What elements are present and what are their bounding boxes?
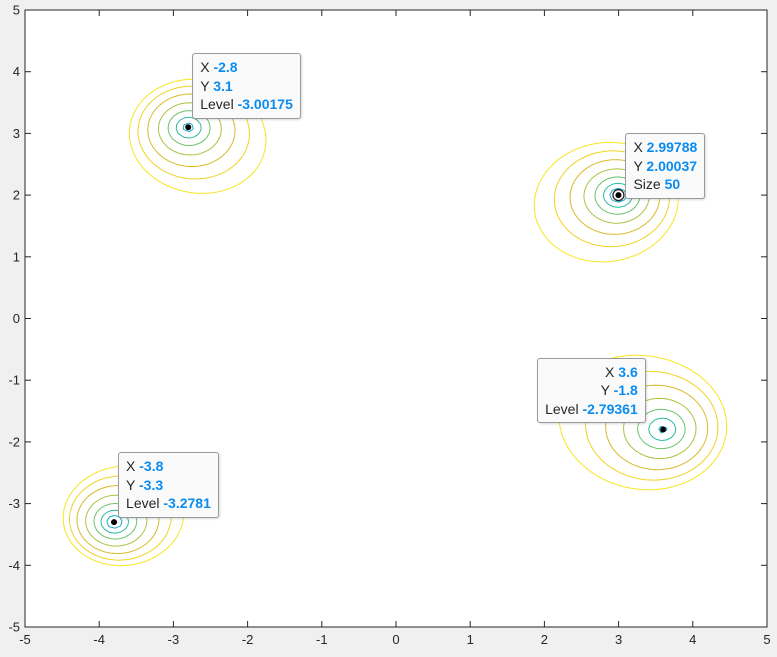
y-tick-label: 0 [13,311,20,326]
datatip-label: X [126,458,140,475]
datatip-value: -1.8 [613,382,638,399]
datatip-value: -2.8 [213,59,238,76]
datatip-row: Y -3.3 [126,476,211,495]
datatip-row: Y 3.1 [200,77,293,96]
datatip-value: 50 [664,176,681,193]
datatip-row: Level -3.2781 [126,494,211,513]
datatip-label: Y [126,476,140,493]
contour-level-4 [100,116,677,534]
x-tick-label: 0 [392,632,399,647]
x-tick-label: -4 [93,632,105,647]
datatip-row: Level -3.00175 [200,95,293,114]
datatip-row: Size 50 [633,175,697,194]
datatip-marker[interactable] [615,192,622,199]
y-tick-label: 2 [13,188,20,203]
y-tick-label: -2 [8,434,20,449]
datatip-value: -3.8 [139,458,164,475]
datatip-marker[interactable] [660,426,667,433]
datatip-label: Level [545,400,583,417]
x-tick-label: 3 [615,632,622,647]
y-tick-label: -5 [8,620,20,635]
datatip-marker-ring[interactable] [612,188,625,202]
datatip-value: -3.3 [139,476,164,493]
datatip-box[interactable]: X 2.99788 Y 2.00037 Size 50 [625,133,706,199]
contour-level-9 [62,78,728,567]
axes-background [25,10,767,627]
x-tick-label: -1 [316,632,328,647]
datatip-value: -3.00175 [237,96,293,113]
x-tick-label: -5 [19,632,31,647]
datatip-label: X [633,139,647,156]
y-tick-label: 5 [13,3,20,18]
datatip-row: Level -2.79361 [545,400,638,419]
datatip-row: X 2.99788 [633,138,697,157]
y-tick-label: -1 [8,373,20,388]
x-tick-label: -3 [168,632,180,647]
datatip-value: -3.2781 [163,495,211,512]
datatip-label: Y [200,77,214,94]
datatip-label: Y [633,157,647,174]
y-tick-label: -3 [8,496,20,511]
datatip-label: X [605,363,619,380]
datatip-label: Y [600,382,614,399]
datatip-value: 3.1 [213,77,233,94]
y-tick-label: -4 [8,558,20,573]
datatip-value: -2.79361 [582,400,638,417]
datatip-value: 2.99788 [646,139,698,156]
x-tick-label: 4 [689,632,696,647]
datatip-value: 3.6 [618,363,638,380]
datatip-label: X [200,59,214,76]
datatip-label: Level [200,96,238,113]
datatip-label: Level [126,495,164,512]
datatip-row: X 3.6 [545,363,638,382]
datatip-row: Y -1.8 [545,381,638,400]
datatip-row: X -2.8 [200,58,293,77]
x-tick-label: -2 [242,632,254,647]
x-tick-label: 5 [763,632,770,647]
x-tick-label: 1 [467,632,474,647]
x-tick-label: 2 [541,632,548,647]
datatip-row: X -3.8 [126,457,211,476]
datatip-marker[interactable] [111,519,118,526]
axis-ticks: -5 -4 -3 -2 -1 0 1 2 3 4 5 5 4 3 2 1 0 -1 -2 -3 -4 -5 [8,3,770,648]
y-tick-label: 3 [13,126,20,141]
datatip-marker[interactable] [185,124,192,131]
y-tick-label: 4 [13,64,20,79]
datatip-value: 2.00037 [646,157,698,174]
datatip-row: Y 2.00037 [633,157,697,176]
y-tick-label: 1 [13,249,20,264]
datatip-markers [111,124,667,526]
datatip-box[interactable]: X -3.8 Y -3.3 Level -3.2781 [118,452,219,518]
datatip-box[interactable]: X 3.6 Y -1.8 Level -2.79361 [537,357,646,424]
datatip-box[interactable]: X -2.8 Y 3.1 Level -3.00175 [192,53,301,119]
datatip-label: Size [633,176,665,193]
